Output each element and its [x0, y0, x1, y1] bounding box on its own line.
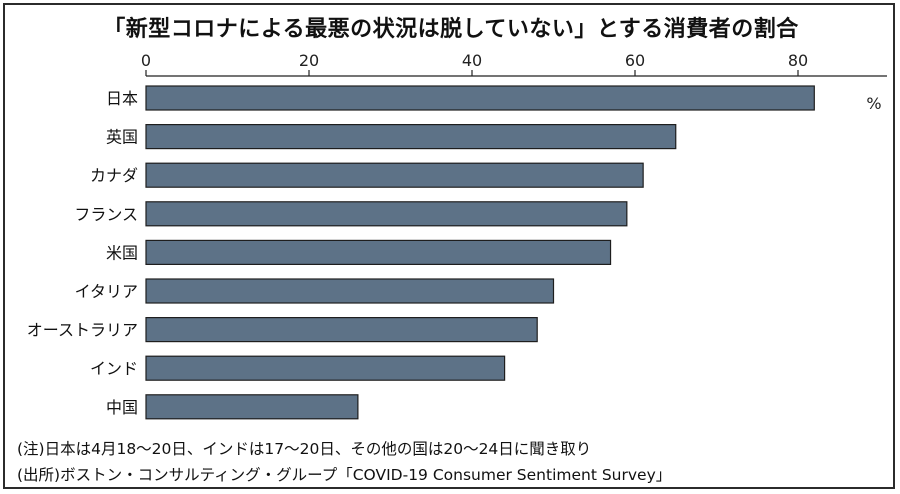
bar-2	[145, 123, 677, 150]
category-label: フランス	[74, 205, 138, 224]
bar-4	[145, 201, 628, 227]
category-label: 米国	[106, 243, 138, 262]
category-label: カナダ	[90, 166, 138, 185]
footnote-period: (注)日本は4月18〜20日、インドは17〜20日、その他の国は20〜24日に聞…	[17, 440, 592, 458]
chart-title: 「新型コロナによる最悪の状況は脱していない」とする消費者の割合	[103, 17, 799, 42]
bar-8	[145, 355, 506, 381]
category-label: 英国	[106, 128, 138, 147]
category-label: オーストラリア	[27, 321, 138, 340]
category-label: イタリア	[75, 282, 138, 301]
category-label: 日本	[106, 89, 138, 108]
x-tick-label: 20	[299, 51, 319, 70]
x-tick-label: 40	[462, 51, 482, 70]
bar-7	[145, 317, 538, 343]
bar-1	[145, 85, 815, 111]
x-tick-label: 80	[788, 51, 808, 70]
category-label: 中国	[106, 398, 138, 417]
footnote-source: (出所)ボストン・コンサルティング・グループ「COVID-19 Consumer…	[17, 466, 672, 484]
bar-5	[145, 239, 612, 265]
chart-frame: 「新型コロナによる最悪の状況は脱していない」とする消費者の割合 0 20 40 60 8…	[3, 3, 895, 489]
bar-6	[145, 278, 555, 304]
unit-label: %	[866, 94, 881, 113]
x-tick-label: 0	[141, 51, 151, 70]
category-label: インド	[90, 359, 138, 378]
bar-3	[145, 162, 644, 188]
x-tick-label: 60	[625, 51, 645, 70]
bar-9	[145, 394, 359, 420]
